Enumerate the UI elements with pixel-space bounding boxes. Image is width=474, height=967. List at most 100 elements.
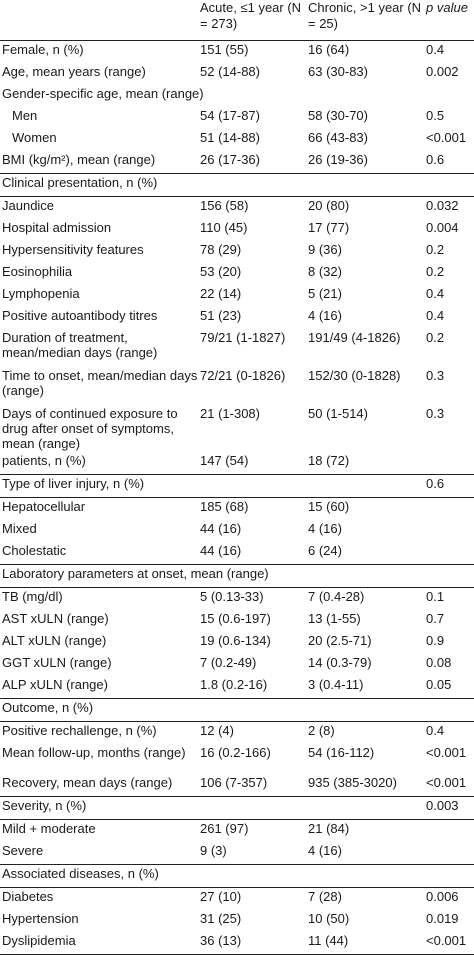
acute-value: 5 (0.13-33) <box>198 587 306 610</box>
acute-value: 72/21 (0-1826) <box>200 368 286 383</box>
p-value: 0.4 <box>426 286 445 301</box>
table-row: Dyslipidemia 36 (13) 11 (44) <0.001 <box>0 932 474 955</box>
row-label: ALP xULN (range) <box>2 677 108 692</box>
p-value: 0.5 <box>426 108 445 123</box>
chronic-value: 11 (44) <box>306 932 424 955</box>
row-label: Days of continued exposure to drug after… <box>2 406 178 451</box>
p-value: 0.05 <box>426 677 452 692</box>
acute-value: 26 (17-36) <box>200 152 260 167</box>
acute-value: 1.8 (0.2-16) <box>200 677 268 692</box>
acute-value: 16 (0.2-166) <box>200 745 271 760</box>
acute-value: 27 (10) <box>198 887 306 910</box>
p-value: 0.003 <box>424 796 474 820</box>
row-label: Time to onset, mean/median days (range) <box>2 368 198 398</box>
p-value <box>424 497 474 520</box>
p-value: 0.4 <box>424 721 474 744</box>
section-label: Severity, n (%) <box>0 796 424 820</box>
table-row: Mean follow-up, months (range) 16 (0.2-16… <box>0 744 474 774</box>
table-row: AST xULN (range) 15 (0.6-197) 13 (1-55) 0.7 <box>0 610 474 632</box>
acute-value: 53 (20) <box>200 264 242 279</box>
row-label: Positive rechallenge, n (%) <box>0 721 198 744</box>
chronic-value: 4 (16) <box>308 843 342 858</box>
acute-value: 78 (29) <box>200 242 242 257</box>
section-label: Type of liver injury, n (%) <box>0 474 424 498</box>
acute-value: 106 (7-357) <box>200 775 268 790</box>
row-label: AST xULN (range) <box>2 611 109 626</box>
p-value: 0.2 <box>426 264 445 279</box>
section-row: Type of liver injury, n (%) 0.6 <box>0 474 474 498</box>
p-value: 0.2 <box>426 330 445 345</box>
table-row: TB (mg/dl) 5 (0.13-33) 7 (0.4-28) 0.1 <box>0 587 474 610</box>
p-value <box>424 842 474 865</box>
p-value: <0.001 <box>426 775 467 790</box>
chronic-value: 13 (1-55) <box>308 611 361 626</box>
acute-value: 15 (0.6-197) <box>200 611 271 626</box>
chronic-value: 20 (80) <box>306 196 424 219</box>
row-label: Severe <box>2 843 44 858</box>
acute-value: 147 (54) <box>200 453 249 468</box>
p-value: 0.019 <box>426 911 459 926</box>
acute-value: 9 (3) <box>200 843 227 858</box>
section-row: Laboratory parameters at onset, mean (ra… <box>0 564 474 588</box>
chronic-value: 8 (32) <box>308 264 342 279</box>
table-row: Positive rechallenge, n (%) 12 (4) 2 (8) 0.… <box>0 721 474 744</box>
table-row: Lymphopenia 22 (14) 5 (21) 0.4 <box>0 285 474 307</box>
acute-value: 7 (0.2-49) <box>200 655 257 670</box>
table-row: Female, n (%) 151 (55) 16 (64) 0.4 <box>0 41 474 64</box>
p-value <box>424 520 474 542</box>
row-label: Men <box>12 108 38 123</box>
chronic-value: 5 (21) <box>308 286 342 301</box>
chronic-value: 4 (16) <box>308 521 342 536</box>
header-label <box>0 0 198 41</box>
chronic-value: 9 (36) <box>308 242 342 257</box>
chronic-value: 152/30 (0-1828) <box>308 368 401 383</box>
chronic-value: 66 (43-83) <box>308 130 368 145</box>
row-label: Women <box>12 130 57 145</box>
p-value <box>424 819 474 842</box>
p-value: 0.002 <box>426 64 459 79</box>
row-label: Cholestatic <box>2 543 67 558</box>
table-row: Positive autoantibody titres 51 (23) 4 (16… <box>0 307 474 329</box>
table-row: BMI (kg/m²), mean (range) 26 (17-36) 26 (1… <box>0 151 474 174</box>
row-label: Mild + moderate <box>0 819 198 842</box>
acute-value: 12 (4) <box>198 721 306 744</box>
header-p-value: p value <box>426 0 468 15</box>
chronic-value: 58 (30-70) <box>308 108 368 123</box>
row-label: patients, n (%) <box>2 453 86 468</box>
chronic-value: 18 (72) <box>308 453 350 468</box>
chronic-value: 935 (385-3020) <box>308 775 397 790</box>
table-row: Hepatocellular 185 (68) 15 (60) <box>0 497 474 520</box>
section-label: Gender-specific age, mean (range) <box>2 86 204 101</box>
row-label: Lymphopenia <box>2 286 80 301</box>
row-label: Female, n (%) <box>2 42 84 57</box>
p-value: 0.1 <box>424 587 474 610</box>
chronic-value: 2 (8) <box>306 721 424 744</box>
row-label: Hypertension <box>2 911 79 926</box>
p-value: 0.08 <box>426 655 452 670</box>
acute-value: 51 (23) <box>200 308 242 323</box>
chronic-value: 17 (77) <box>308 220 350 235</box>
acute-value: 22 (14) <box>200 286 242 301</box>
chronic-value: 63 (30-83) <box>308 64 368 79</box>
p-value: 0.4 <box>426 308 445 323</box>
p-value: 0.6 <box>424 474 474 498</box>
p-value: 0.004 <box>426 220 459 235</box>
chronic-value: 26 (19-36) <box>308 152 368 167</box>
table-row: Women 51 (14-88) 66 (43-83) <0.001 <box>0 129 474 151</box>
acute-value: 156 (58) <box>198 196 306 219</box>
table-row: Severe 9 (3) 4 (16) <box>0 842 474 865</box>
row-label: Positive autoantibody titres <box>2 308 158 323</box>
row-label: Hepatocellular <box>0 497 198 520</box>
p-value: <0.001 <box>426 745 467 760</box>
acute-value: 21 (1-308) <box>200 406 260 421</box>
p-value: 0.2 <box>426 242 445 257</box>
p-value: 0.9 <box>426 633 445 648</box>
section-label: Clinical presentation, n (%) <box>0 173 474 197</box>
chronic-value: 20 (2.5-71) <box>308 633 372 648</box>
chronic-value: 21 (84) <box>306 819 424 842</box>
table-row: ALT xULN (range) 19 (0.6-134) 20 (2.5-71) 0… <box>0 632 474 654</box>
chronic-value: 6 (24) <box>308 543 342 558</box>
chronic-value: 7 (0.4-28) <box>306 587 424 610</box>
row-label: Mixed <box>2 521 37 536</box>
